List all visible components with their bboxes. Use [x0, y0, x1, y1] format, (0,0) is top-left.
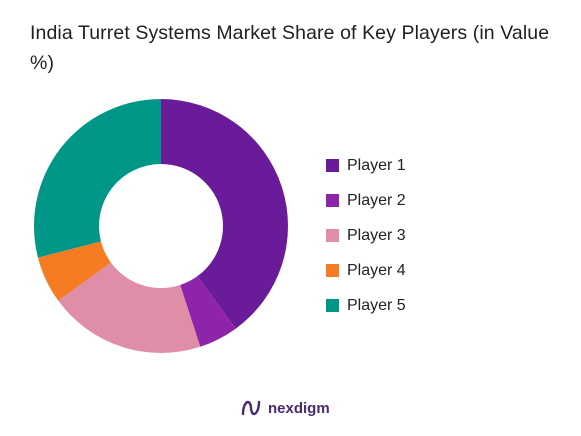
legend-swatch-player-2	[326, 194, 339, 207]
legend-swatch-player-4	[326, 264, 339, 277]
donut-slice-player-2	[180, 276, 236, 347]
legend-swatch-player-1	[326, 159, 339, 172]
legend-label-player-3: Player 3	[347, 226, 406, 244]
donut-slice-player-3	[58, 262, 201, 353]
chart-title: India Turret Systems Market Share of Key…	[30, 22, 550, 74]
legend-label-player-5: Player 5	[347, 296, 406, 314]
nexdigm-logo-icon	[241, 400, 261, 416]
legend-item-player-4: Player 4	[326, 253, 406, 288]
legend-label-player-1: Player 1	[347, 156, 406, 174]
donut-slice-player-5	[33, 99, 161, 258]
legend-item-player-3: Player 3	[326, 218, 406, 253]
legend-label-player-2: Player 2	[347, 191, 406, 209]
brand-logo: nexdigm	[240, 398, 330, 418]
legend-swatch-player-3	[326, 229, 339, 242]
legend-label-player-4: Player 4	[347, 261, 406, 279]
chart-legend: Player 1 Player 2 Player 3 Player 4 Play…	[326, 148, 406, 323]
donut-slices	[33, 99, 288, 353]
donut-slice-player-4	[37, 241, 111, 301]
legend-item-player-5: Player 5	[326, 288, 406, 323]
legend-swatch-player-5	[326, 299, 339, 312]
brand-name: nexdigm	[268, 399, 330, 417]
donut-slice-player-1	[161, 99, 288, 329]
legend-item-player-2: Player 2	[326, 183, 406, 218]
legend-item-player-1: Player 1	[326, 148, 406, 183]
